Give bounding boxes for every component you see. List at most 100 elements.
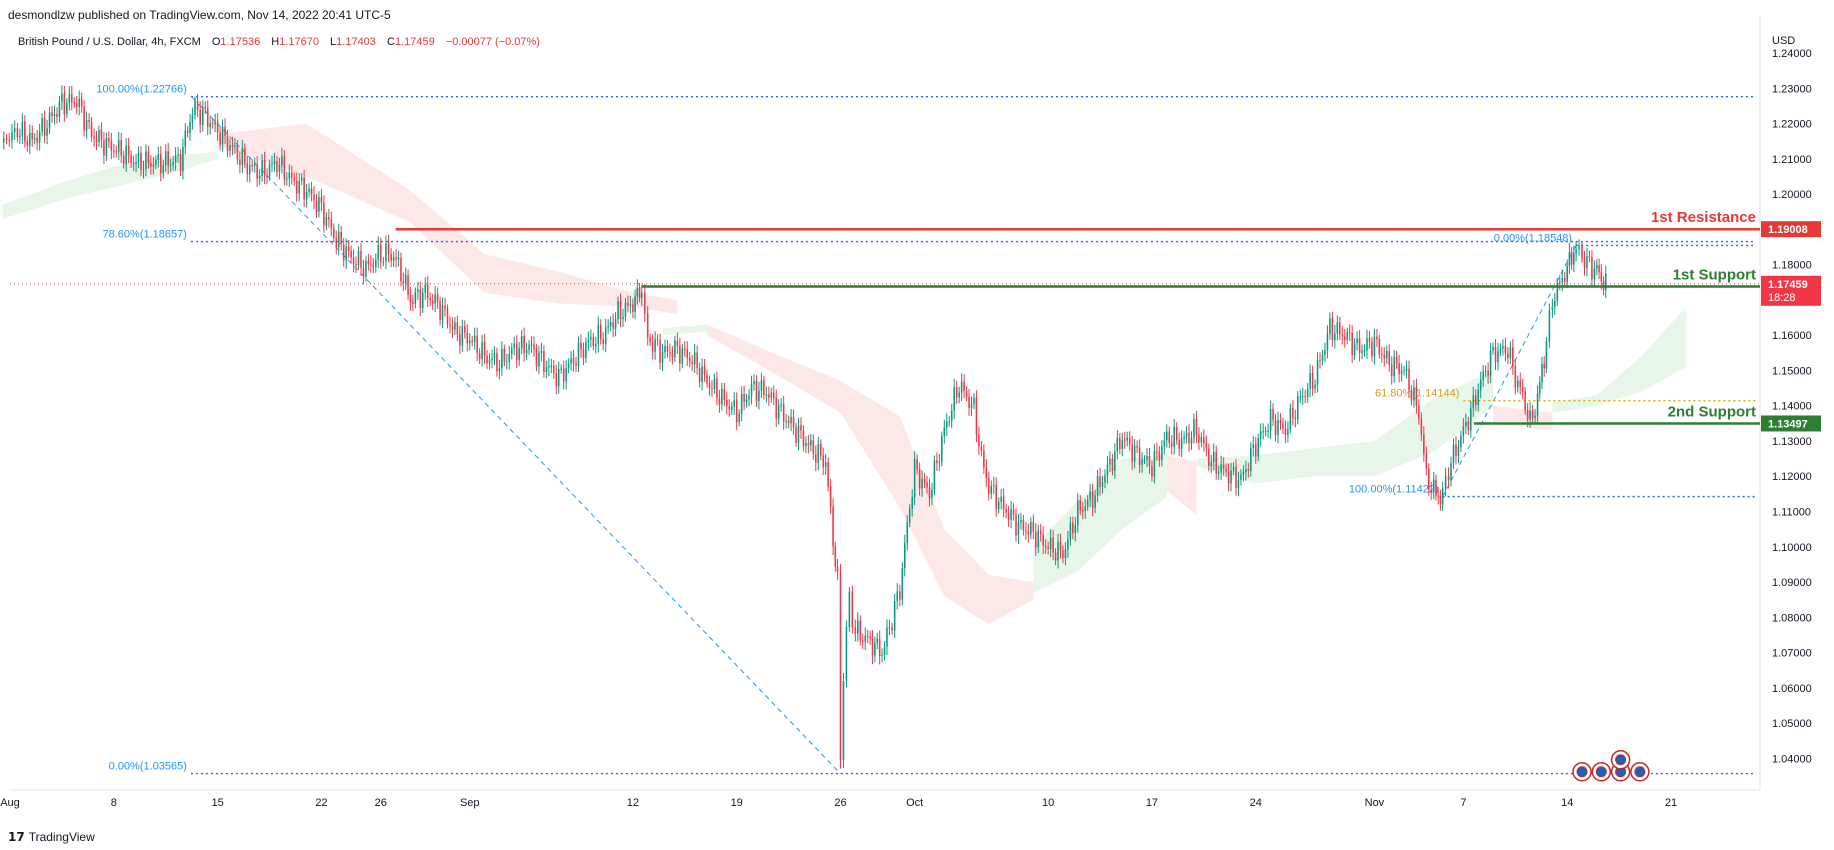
fib-trend-line <box>1442 245 1577 497</box>
candle-body <box>157 154 160 160</box>
candle-body <box>1074 525 1077 534</box>
candle-body <box>1497 351 1499 363</box>
candle-body <box>1143 459 1146 461</box>
candle-body <box>1297 396 1299 420</box>
candle-body <box>918 469 921 489</box>
level-label: 2nd Support <box>1668 403 1756 420</box>
candle-body <box>1588 256 1591 258</box>
ichimoku-cloud-red-3 <box>707 324 1034 625</box>
candle-body <box>638 287 641 298</box>
y-tick-label: 1.07000 <box>1772 648 1812 660</box>
candle-body <box>407 274 409 296</box>
candle-body <box>476 335 478 354</box>
candle-body <box>1444 475 1447 489</box>
candle-body <box>802 430 805 447</box>
candle-body <box>1279 420 1282 423</box>
candle-body <box>471 340 473 342</box>
candle-body <box>980 447 983 451</box>
low-label: L <box>330 36 337 48</box>
candle-body <box>478 353 481 360</box>
candle-body <box>775 397 778 419</box>
fib-trend-line <box>192 97 841 775</box>
candle-body <box>1484 370 1487 372</box>
candle-body <box>1479 380 1482 390</box>
candle-body <box>792 417 795 428</box>
candle-body <box>1274 420 1277 436</box>
x-tick-label: 12 <box>627 797 639 809</box>
candle-body <box>1441 488 1444 505</box>
y-tick-label: 1.16000 <box>1772 330 1812 342</box>
candle-body <box>337 232 340 248</box>
candle-body <box>1079 500 1082 510</box>
y-tick-label: 1.08000 <box>1772 612 1812 624</box>
candle-body <box>936 460 938 463</box>
y-tick-label: 1.09000 <box>1772 577 1812 589</box>
candle-body <box>11 132 13 141</box>
candle-body <box>404 274 407 283</box>
candle-body <box>891 627 893 631</box>
candle-body <box>829 486 832 507</box>
candle-body <box>656 339 659 341</box>
candle-body <box>1052 537 1054 553</box>
candle-body <box>276 161 278 172</box>
candle-body <box>360 250 362 268</box>
candle-body <box>530 344 533 346</box>
candle-body <box>1361 350 1363 353</box>
candle-body <box>350 250 352 258</box>
candle-body <box>347 246 350 251</box>
candle-body <box>1331 318 1334 341</box>
candle-body <box>755 380 758 402</box>
candle-body <box>1593 268 1596 280</box>
candle-body <box>1452 444 1455 463</box>
candle-body <box>216 121 219 133</box>
candle-body <box>1146 455 1148 460</box>
event-flag-inner <box>1576 766 1588 778</box>
candle-body <box>3 138 5 143</box>
candle-body <box>127 145 130 156</box>
candle-body <box>1366 338 1368 351</box>
candle-body <box>659 340 661 363</box>
candle-body <box>221 126 224 145</box>
candle-body <box>874 643 876 656</box>
candle-body <box>125 145 127 164</box>
candle-body <box>122 155 125 164</box>
candle-body <box>1545 341 1548 369</box>
candle-body <box>723 389 726 400</box>
candle-body <box>1030 522 1032 535</box>
price-axis-box-label: 1.19008 <box>1768 224 1808 236</box>
candle-body <box>602 339 605 344</box>
symbol-title: British Pound / U.S. Dollar, 4h, FXCM <box>18 36 201 48</box>
candle-body <box>196 101 199 110</box>
candle-body <box>1282 422 1284 429</box>
candle-body <box>681 348 684 364</box>
countdown-label: 18:28 <box>1768 292 1796 304</box>
candle-body <box>869 636 871 639</box>
low-value: 1.17403 <box>336 36 376 48</box>
candle-body <box>1057 541 1059 561</box>
candle-body <box>713 378 716 389</box>
candle-body <box>671 353 674 358</box>
candle-body <box>246 163 249 175</box>
candle-body <box>162 165 165 174</box>
candle-body <box>1519 380 1522 387</box>
candle-body <box>1343 336 1346 340</box>
candle-body <box>1133 445 1136 462</box>
candle-body <box>1183 436 1185 439</box>
candle-body <box>1025 530 1027 532</box>
candle-body <box>643 292 646 314</box>
candle-body <box>56 113 58 117</box>
candle-body <box>1148 455 1151 466</box>
candle-body <box>459 334 461 346</box>
candle-body <box>1109 458 1111 465</box>
candle-body <box>1170 443 1173 447</box>
candle-body <box>577 342 580 366</box>
candle-body <box>1200 437 1203 443</box>
candle-body <box>251 165 254 167</box>
candle-body <box>204 106 207 109</box>
fib-level-label: 0.00%(1.18548) <box>1494 232 1572 244</box>
candle-body <box>1521 386 1524 392</box>
candle-body <box>1492 346 1494 351</box>
candle-body <box>698 368 701 382</box>
candle-body <box>110 141 113 151</box>
